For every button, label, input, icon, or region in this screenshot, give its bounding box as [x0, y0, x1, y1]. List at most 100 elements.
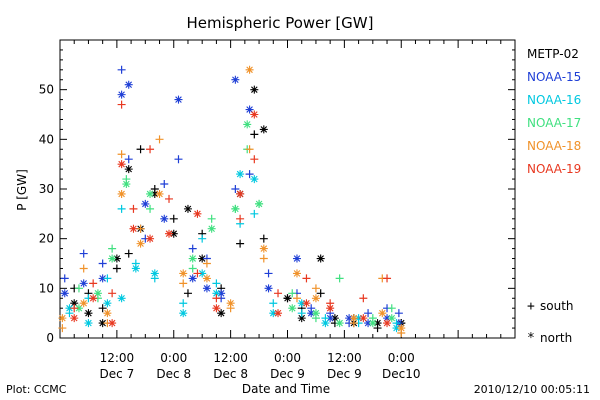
north-point — [335, 319, 344, 328]
south-point — [79, 249, 88, 258]
south-point — [174, 155, 183, 164]
north-point — [231, 204, 240, 213]
south-point — [198, 234, 207, 243]
north-point — [202, 274, 211, 283]
north-point — [212, 304, 221, 313]
south-point — [136, 145, 145, 154]
north-point — [112, 254, 121, 263]
y-tick-label: 40 — [39, 132, 54, 146]
north-point — [217, 309, 226, 318]
south-point — [155, 135, 164, 144]
south-point — [146, 204, 155, 213]
south-point — [316, 289, 325, 298]
south-point — [297, 309, 306, 318]
series-noaa-18 — [58, 65, 406, 338]
north-point — [108, 319, 117, 328]
north-point — [174, 95, 183, 104]
south-point — [117, 100, 126, 109]
south-point — [108, 289, 117, 298]
north-point — [316, 254, 325, 263]
south-point — [136, 224, 145, 233]
north-point — [292, 269, 301, 278]
footer-timestamp: 2010/12/10 00:05:11 — [474, 383, 590, 396]
legend-entry: NOAA-15 — [527, 70, 581, 84]
legend: METP-02 NOAA-15 NOAA-16 NOAA-17 NOAA-18 NOAA-… — [527, 47, 581, 176]
south-point — [259, 254, 268, 263]
south-point — [302, 274, 311, 283]
north-point — [70, 314, 79, 323]
south-point — [250, 130, 259, 139]
north-point — [117, 294, 126, 303]
north-point — [231, 75, 240, 84]
south-point — [98, 259, 107, 268]
north-point — [165, 229, 174, 238]
plot-area: 0 10 20 30 40 50 12:00 Dec 7 0:00 Dec 8 12:00 Dec … — [39, 39, 516, 381]
north-point — [70, 299, 79, 308]
south-point — [236, 239, 245, 248]
north-point — [60, 289, 69, 298]
north-point — [387, 314, 396, 323]
footer-credit: Plot: CCMC — [6, 383, 67, 396]
y-tick-label: 20 — [39, 232, 54, 246]
y-tick-label: 0 — [46, 331, 54, 345]
north-point — [364, 319, 373, 328]
south-point — [188, 244, 197, 253]
south-point — [183, 289, 192, 298]
north-point — [89, 294, 98, 303]
north-point — [124, 80, 133, 89]
north-point — [288, 304, 297, 313]
north-point — [136, 239, 145, 248]
north-marker-symbol: * — [527, 331, 535, 346]
north-point — [236, 189, 245, 198]
south-point — [212, 294, 221, 303]
north-point — [122, 180, 131, 189]
north-point — [98, 319, 107, 328]
north-point — [74, 304, 83, 313]
south-point — [335, 274, 344, 283]
north-point — [131, 264, 140, 273]
north-point — [383, 319, 392, 328]
south-point — [394, 309, 403, 318]
south-marker-label: south — [540, 299, 574, 313]
legend-entry: NOAA-18 — [527, 139, 581, 153]
north-point — [207, 224, 216, 233]
x-axis: 12:00 Dec 7 0:00 Dec 8 12:00 Dec 8 0:00 Dec 9 12… — [59, 40, 516, 381]
south-point — [387, 304, 396, 313]
series-noaa-17 — [74, 120, 396, 328]
north-point — [378, 309, 387, 318]
north-point — [160, 214, 169, 223]
data-points — [58, 65, 406, 338]
north-point — [150, 189, 159, 198]
north-point — [397, 324, 406, 333]
north-point — [117, 189, 126, 198]
x-tick-time-label: 0:00 — [388, 351, 415, 365]
north-point — [198, 269, 207, 278]
series-noaa-19 — [70, 100, 392, 328]
south-point — [79, 264, 88, 273]
south-point — [89, 279, 98, 288]
north-point — [117, 90, 126, 99]
south-point — [108, 244, 117, 253]
north-point — [146, 189, 155, 198]
south-point — [236, 214, 245, 223]
north-point — [321, 319, 330, 328]
north-point — [259, 244, 268, 253]
north-point — [368, 319, 377, 328]
north-point — [129, 224, 138, 233]
north-point — [108, 254, 117, 263]
south-point — [117, 150, 126, 159]
y-tick-label: 50 — [39, 83, 54, 97]
north-point — [193, 209, 202, 218]
north-point — [124, 165, 133, 174]
north-point — [283, 294, 292, 303]
north-point — [292, 254, 301, 263]
south-point — [383, 274, 392, 283]
x-tick-date-label: Dec 8 — [213, 367, 248, 381]
north-point — [150, 269, 159, 278]
y-tick-label: 30 — [39, 182, 54, 196]
north-point — [183, 204, 192, 213]
north-point — [84, 309, 93, 318]
north-point — [226, 299, 235, 308]
north-point — [179, 269, 188, 278]
